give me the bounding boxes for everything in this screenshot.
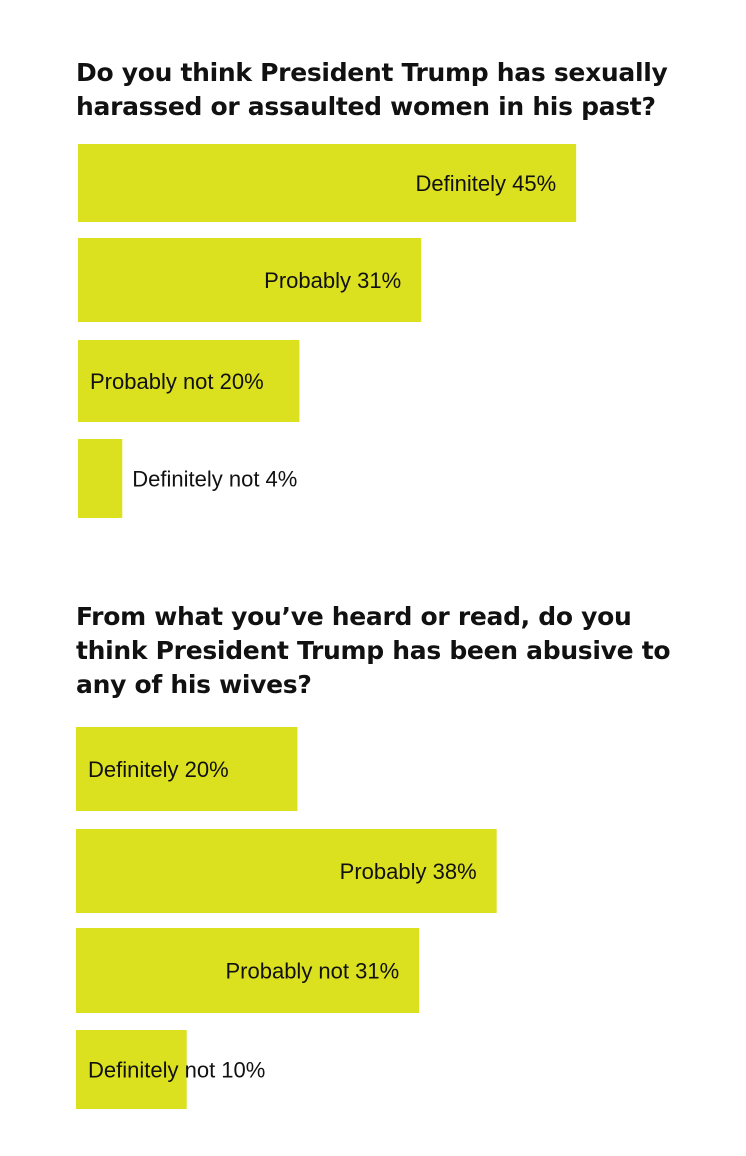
chart-2-bar-label-2: Probably 38% [340,859,477,884]
chart-1-bar-label-4: Definitely not 4% [132,467,297,492]
chart-2-bar-3 [76,928,420,1013]
chart-2-bar-label-1: Definitely 20% [88,757,229,782]
chart-1-bar-1 [78,144,577,222]
chart-2-bar-label-4: Definitely not 10% [88,1058,265,1083]
chart-1-bar-label-2: Probably 31% [264,268,401,293]
chart-2-bar-2 [76,829,497,913]
chart-1-bar-4 [78,439,123,518]
chart-1-title: Do you think President Trump has sexuall… [76,58,668,121]
chart-2-bar-1 [76,727,298,811]
chart-1-bar-2 [78,238,422,322]
chart-2-bar-4 [76,1030,187,1109]
chart-1-bar-label-1: Definitely 45% [416,171,557,196]
chart-1-bar-label-3: Probably not 20% [90,369,264,394]
chart-1-bar-3 [78,340,300,422]
chart-2-bar-label-3: Probably not 31% [225,959,399,984]
chart-2-title: From what you’ve heard or read, do you t… [76,602,671,699]
